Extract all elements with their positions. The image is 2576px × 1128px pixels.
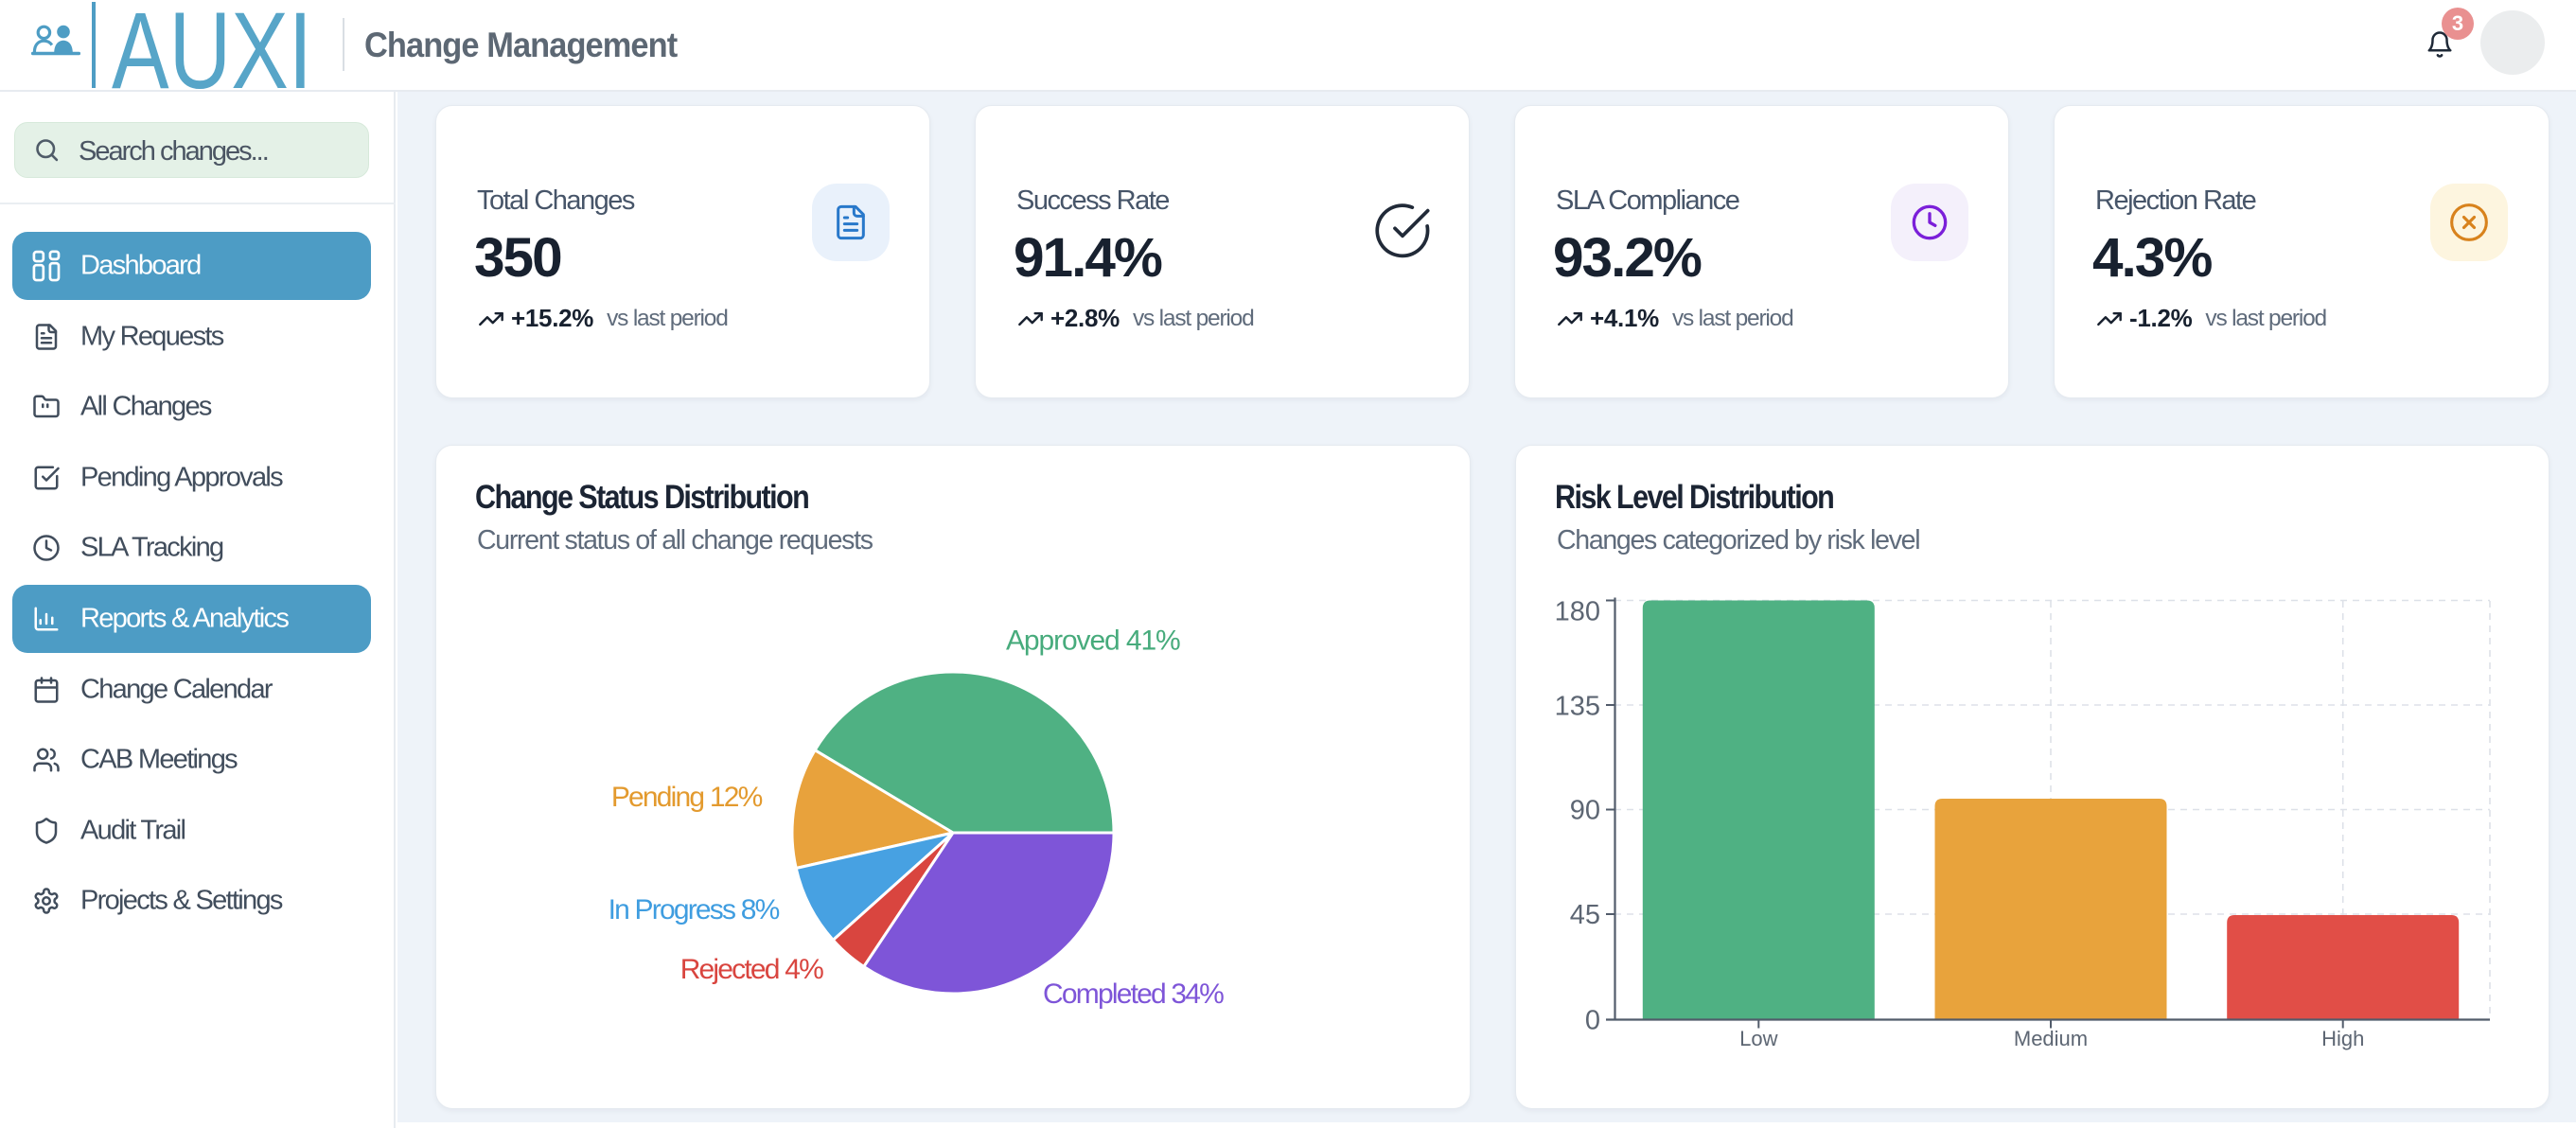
svg-text:0: 0: [1585, 1006, 1600, 1036]
svg-text:180: 180: [1555, 597, 1600, 627]
svg-text:Rejected 4%: Rejected 4%: [680, 954, 823, 985]
svg-text:45: 45: [1570, 900, 1600, 930]
svg-text:Low: Low: [1739, 1027, 1777, 1050]
svg-text:Completed 34%: Completed 34%: [1043, 978, 1224, 1010]
svg-text:Pending 12%: Pending 12%: [611, 782, 763, 813]
svg-text:135: 135: [1555, 692, 1600, 722]
svg-text:90: 90: [1570, 796, 1600, 826]
svg-text:High: High: [2321, 1027, 2364, 1050]
svg-text:Approved 41%: Approved 41%: [1006, 626, 1180, 657]
svg-text:Medium: Medium: [2014, 1027, 2088, 1050]
svg-text:In Progress 8%: In Progress 8%: [609, 894, 780, 925]
